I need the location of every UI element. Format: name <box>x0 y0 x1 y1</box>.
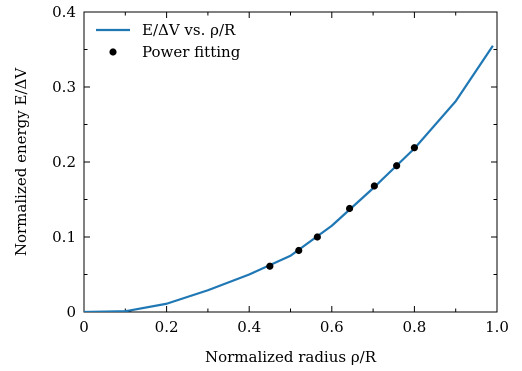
legend: E/ΔV vs. ρ/R Power fitting <box>96 21 241 61</box>
legend-label: E/ΔV vs. ρ/R <box>142 21 236 39</box>
scatter-point <box>345 204 354 213</box>
y-tick-label: 0.2 <box>52 153 76 171</box>
scatter-point <box>410 144 418 152</box>
series-line <box>84 45 494 312</box>
x-tick-label: 0.4 <box>237 318 261 336</box>
x-axis-label: Normalized radius ρ/R <box>205 348 377 366</box>
scatter-point <box>295 246 303 255</box>
x-tick-label: 0.8 <box>402 318 426 336</box>
x-tick-label: 1.0 <box>485 318 509 336</box>
y-tick-label: 0.4 <box>52 3 76 21</box>
y-tick-label: 0.1 <box>52 228 76 246</box>
legend-label: Power fitting <box>142 43 241 61</box>
scatter-point <box>313 233 321 241</box>
x-tick-label: 0.2 <box>155 318 179 336</box>
scatter-point <box>393 162 401 170</box>
x-tick-label: 0 <box>79 318 89 336</box>
y-axis-label: Normalized energy E/ΔV <box>12 67 30 257</box>
y-tick-label: 0 <box>66 303 76 321</box>
y-tick-label: 0.3 <box>52 78 76 96</box>
scatter-point <box>370 182 378 190</box>
legend-marker-swatch <box>109 48 117 56</box>
x-tick-label: 0.6 <box>320 318 344 336</box>
plot-layer: 0 0.2 0.4 0.6 0.8 1.0 0 0.1 0.2 0.3 0.4 Normalized … <box>12 3 509 366</box>
scatter-point <box>266 262 274 270</box>
